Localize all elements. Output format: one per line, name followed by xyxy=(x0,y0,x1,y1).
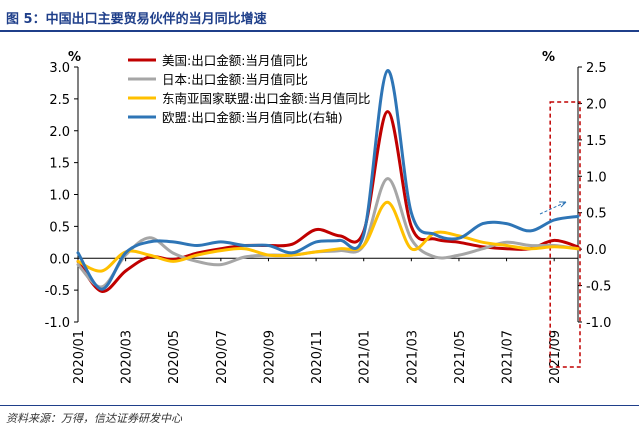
y-left-tick-label: 2.5 xyxy=(49,93,70,108)
y-left-tick-label: 0.5 xyxy=(49,220,70,235)
source-note: 资料来源：万得，信达证券研发中心 xyxy=(6,412,182,425)
bottom-rule xyxy=(0,405,639,406)
x-tick-label: 2020/03 xyxy=(120,330,135,384)
y-right-tick-label: 1.0 xyxy=(586,170,607,185)
y-right-tick-label: 0.5 xyxy=(586,207,607,222)
y-left-tick-label: 0.0 xyxy=(49,252,70,267)
legend-label: 日本:出口金额:当月值同比 xyxy=(162,72,308,87)
x-tick-label: 2021/03 xyxy=(405,330,420,384)
y-right-tick-label: 0.0 xyxy=(586,243,607,258)
annotations xyxy=(539,101,581,368)
y-left-tick-label: 1.0 xyxy=(49,189,70,204)
y-right-tick-label: -0.5 xyxy=(586,280,611,295)
legend: 美国:出口金额:当月值同比日本:出口金额:当月值同比东南亚国家联盟:出口金额:当… xyxy=(128,53,370,125)
x-tick-label: 2020/01 xyxy=(72,330,87,384)
line-chart: -1.0 -0.5 0.0 0.5 1.0 1.5 2.0 2.5 3.0 -1.0 -0.5 0.0… xyxy=(45,50,612,384)
trend-arrow xyxy=(539,201,567,215)
x-tick-label: 2021/07 xyxy=(501,330,516,384)
x-tick-label: 2020/09 xyxy=(262,330,277,384)
y-right-tick-label: 2.5 xyxy=(586,61,607,76)
y-right-tick-label: 1.5 xyxy=(586,134,607,149)
x-tick-label: 2021/09 xyxy=(548,330,563,384)
x-tick-label: 2020/05 xyxy=(167,330,182,384)
y-left-tick-label: 2.0 xyxy=(49,125,70,140)
title-rule xyxy=(0,30,639,32)
y-right-tick-label: 2.0 xyxy=(586,97,607,112)
x-tick-label: 2021/05 xyxy=(453,330,468,384)
y-right-tick-label: -1.0 xyxy=(586,316,611,331)
legend-label: 东南亚国家联盟:出口金额:当月值同比 xyxy=(162,91,370,106)
series-line-asean xyxy=(76,200,580,273)
series-line-eu xyxy=(76,69,580,291)
x-tick-label: 2020/07 xyxy=(215,330,230,384)
highlight-dashed-box xyxy=(549,101,581,368)
series-line-us xyxy=(76,110,580,293)
trend-arrow-head xyxy=(559,201,567,208)
y-left-tick-label: -1.0 xyxy=(45,316,70,331)
y-left-unit: % xyxy=(68,50,81,65)
y-right-unit: % xyxy=(542,50,555,65)
y-left-tick-label: 1.5 xyxy=(49,157,70,172)
legend-label: 欧盟:出口金额:当月值同比(右轴) xyxy=(162,110,343,125)
series-lines xyxy=(76,69,580,293)
y-left-tick-label: -0.5 xyxy=(45,284,70,299)
y-left-tick-label: 3.0 xyxy=(49,61,70,76)
x-tick-label: 2021/01 xyxy=(358,330,373,384)
figure-title: 图 5：中国出口主要贸易伙伴的当月同比增速 xyxy=(6,12,267,27)
x-tick-label: 2020/11 xyxy=(310,330,325,384)
legend-label: 美国:出口金额:当月值同比 xyxy=(162,53,308,68)
axes: -1.0 -0.5 0.0 0.5 1.0 1.5 2.0 2.5 3.0 -1.0 -0.5 0.0… xyxy=(45,50,612,384)
